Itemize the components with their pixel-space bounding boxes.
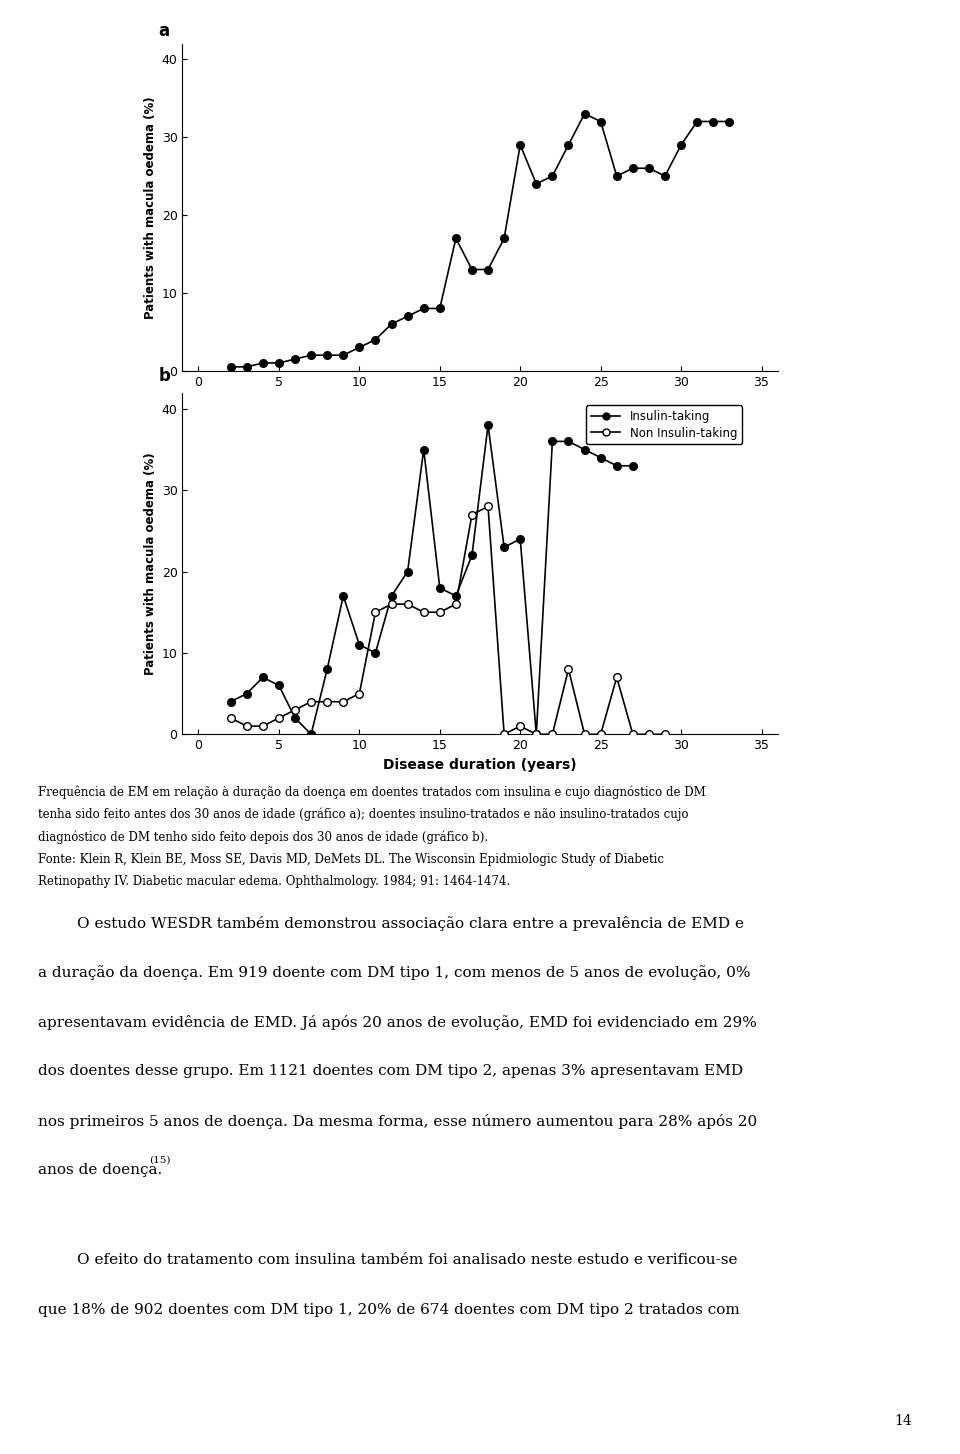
- Insulin-taking: [305, 726, 317, 743]
- Non Insulin-taking: [595, 726, 607, 743]
- Insulin-taking: [515, 531, 526, 548]
- Insulin-taking: [531, 726, 542, 743]
- Non Insulin-taking: [322, 694, 333, 711]
- Non Insulin-taking: [467, 506, 478, 523]
- Insulin-taking: [274, 676, 285, 694]
- X-axis label: Disease duration (years): Disease duration (years): [383, 394, 577, 409]
- Insulin-taking: [241, 685, 252, 702]
- Non Insulin-taking: [305, 694, 317, 711]
- Line: Non Insulin-taking: Non Insulin-taking: [227, 503, 669, 739]
- Text: dos doentes desse grupo. Em 1121 doentes com DM tipo 2, apenas 3% apresentavam E: dos doentes desse grupo. Em 1121 doentes…: [38, 1064, 744, 1079]
- Non Insulin-taking: [579, 726, 590, 743]
- Insulin-taking: [418, 441, 429, 458]
- Non Insulin-taking: [627, 726, 638, 743]
- Insulin-taking: [482, 416, 493, 433]
- Insulin-taking: [322, 660, 333, 678]
- Non Insulin-taking: [434, 603, 445, 621]
- Text: (15): (15): [149, 1156, 170, 1165]
- Insulin-taking: [498, 538, 510, 555]
- Legend: Insulin-taking, Non Insulin-taking: Insulin-taking, Non Insulin-taking: [586, 406, 742, 445]
- Non Insulin-taking: [563, 660, 574, 678]
- Insulin-taking: [353, 635, 365, 653]
- Text: O efeito do tratamento com insulina também foi analisado neste estudo e verifico: O efeito do tratamento com insulina tamb…: [38, 1253, 738, 1268]
- Text: Retinopathy IV. Diabetic macular edema. Ophthalmology. 1984; 91: 1464-1474.: Retinopathy IV. Diabetic macular edema. …: [38, 875, 511, 888]
- Text: O estudo WESDR também demonstrou associação clara entre a prevalência de EMD e: O estudo WESDR também demonstrou associa…: [38, 916, 744, 931]
- Text: b: b: [158, 366, 170, 385]
- Non Insulin-taking: [338, 694, 349, 711]
- Non Insulin-taking: [498, 726, 510, 743]
- Y-axis label: Patients with macula oedema (%): Patients with macula oedema (%): [145, 452, 157, 675]
- Text: anos de doença.: anos de doença.: [38, 1163, 168, 1178]
- Insulin-taking: [579, 441, 590, 458]
- Insulin-taking: [434, 579, 445, 596]
- Insulin-taking: [450, 587, 462, 605]
- Non Insulin-taking: [546, 726, 558, 743]
- Non Insulin-taking: [225, 710, 236, 727]
- Insulin-taking: [386, 587, 397, 605]
- Non Insulin-taking: [660, 726, 671, 743]
- Non Insulin-taking: [531, 726, 542, 743]
- Non Insulin-taking: [386, 595, 397, 612]
- Insulin-taking: [257, 669, 269, 686]
- Non Insulin-taking: [515, 717, 526, 734]
- Text: apresentavam evidência de EMD. Já após 20 anos de evolução, EMD foi evidenciado : apresentavam evidência de EMD. Já após 2…: [38, 1015, 757, 1029]
- Text: Frequência de EM em relação à duração da doença em doentes tratados com insulina: Frequência de EM em relação à duração da…: [38, 785, 707, 798]
- Insulin-taking: [289, 710, 300, 727]
- Insulin-taking: [225, 694, 236, 711]
- X-axis label: Disease duration (years): Disease duration (years): [383, 758, 577, 772]
- Insulin-taking: [546, 433, 558, 451]
- Non Insulin-taking: [418, 603, 429, 621]
- Non Insulin-taking: [257, 717, 269, 734]
- Non Insulin-taking: [289, 701, 300, 718]
- Text: Fonte: Klein R, Klein BE, Moss SE, Davis MD, DeMets DL. The Wisconsin Epidmiolog: Fonte: Klein R, Klein BE, Moss SE, Davis…: [38, 852, 664, 865]
- Text: a duração da doença. Em 919 doente com DM tipo 1, com menos de 5 anos de evoluçã: a duração da doença. Em 919 doente com D…: [38, 965, 751, 980]
- Text: 14: 14: [895, 1413, 912, 1428]
- Insulin-taking: [467, 547, 478, 564]
- Non Insulin-taking: [611, 669, 622, 686]
- Insulin-taking: [595, 449, 607, 467]
- Insulin-taking: [338, 587, 349, 605]
- Non Insulin-taking: [643, 726, 655, 743]
- Non Insulin-taking: [370, 603, 381, 621]
- Insulin-taking: [627, 457, 638, 474]
- Non Insulin-taking: [241, 717, 252, 734]
- Line: Insulin-taking: Insulin-taking: [227, 422, 636, 739]
- Non Insulin-taking: [353, 685, 365, 702]
- Insulin-taking: [611, 457, 622, 474]
- Insulin-taking: [402, 563, 414, 580]
- Insulin-taking: [563, 433, 574, 451]
- Non Insulin-taking: [274, 710, 285, 727]
- Non Insulin-taking: [482, 497, 493, 515]
- Text: diagnóstico de DM tenho sido feito depois dos 30 anos de idade (gráfico b).: diagnóstico de DM tenho sido feito depoi…: [38, 830, 489, 843]
- Insulin-taking: [370, 644, 381, 662]
- Text: tenha sido feito antes dos 30 anos de idade (gráfico a); doentes insulino-tratad: tenha sido feito antes dos 30 anos de id…: [38, 808, 689, 822]
- Y-axis label: Patients with macula oedema (%): Patients with macula oedema (%): [145, 96, 157, 318]
- Text: nos primeiros 5 anos de doença. Da mesma forma, esse número aumentou para 28% ap: nos primeiros 5 anos de doença. Da mesma…: [38, 1114, 757, 1128]
- Text: a: a: [158, 22, 170, 41]
- Non Insulin-taking: [402, 595, 414, 612]
- Non Insulin-taking: [450, 595, 462, 612]
- Text: que 18% de 902 doentes com DM tipo 1, 20% de 674 doentes com DM tipo 2 tratados : que 18% de 902 doentes com DM tipo 1, 20…: [38, 1303, 740, 1317]
